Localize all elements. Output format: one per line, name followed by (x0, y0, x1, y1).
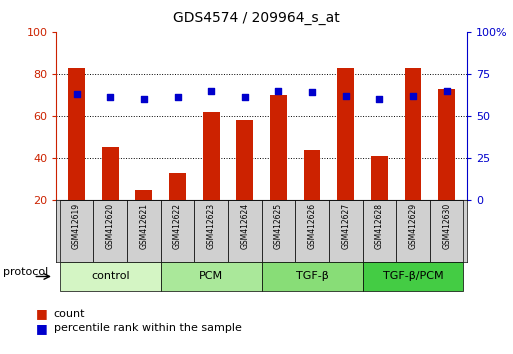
Text: GSM412626: GSM412626 (308, 203, 317, 249)
Bar (127, 200, 161, 262)
Bar (430, 200, 463, 262)
Bar (194, 200, 228, 262)
Bar (329, 200, 363, 262)
Bar (338, 68, 354, 200)
Text: GSM412624: GSM412624 (240, 203, 249, 249)
Bar (396, 200, 430, 262)
Text: GSM412619: GSM412619 (72, 203, 81, 249)
Text: GSM412628: GSM412628 (375, 203, 384, 249)
Text: percentile rank within the sample: percentile rank within the sample (54, 323, 242, 333)
Text: TGF-β: TGF-β (295, 272, 328, 281)
Text: GSM412625: GSM412625 (274, 203, 283, 249)
Point (308, 90, 316, 95)
Bar (228, 200, 262, 262)
Text: PCM: PCM (199, 272, 223, 281)
Point (342, 93, 350, 98)
Bar (203, 112, 220, 200)
Text: GSM412627: GSM412627 (341, 203, 350, 249)
Point (274, 88, 283, 93)
Bar (270, 95, 287, 200)
Bar (295, 200, 329, 262)
Text: ■: ■ (36, 308, 48, 320)
Text: ■: ■ (36, 322, 48, 335)
Text: TGF-β/PCM: TGF-β/PCM (383, 272, 443, 281)
Point (106, 95, 114, 100)
Text: count: count (54, 309, 85, 319)
Bar (161, 200, 194, 262)
Bar (135, 189, 152, 200)
Bar (363, 200, 396, 262)
Point (376, 96, 384, 102)
Bar (304, 149, 321, 200)
Text: GSM412629: GSM412629 (408, 203, 418, 249)
Text: GSM412630: GSM412630 (442, 203, 451, 249)
Bar (405, 68, 421, 200)
Text: GSM412620: GSM412620 (106, 203, 115, 249)
Text: GSM412623: GSM412623 (207, 203, 215, 249)
Point (409, 93, 417, 98)
Point (207, 88, 215, 93)
Bar (102, 148, 119, 200)
Text: control: control (91, 272, 130, 281)
Bar (68, 68, 85, 200)
Text: GSM412621: GSM412621 (140, 203, 148, 249)
Bar (438, 88, 455, 200)
Text: GDS4574 / 209964_s_at: GDS4574 / 209964_s_at (173, 11, 340, 25)
Bar (60, 200, 93, 262)
Point (173, 95, 182, 100)
Point (241, 95, 249, 100)
Text: protocol: protocol (3, 267, 48, 277)
Text: GSM412622: GSM412622 (173, 203, 182, 249)
Bar (169, 173, 186, 200)
Bar (262, 200, 295, 262)
Bar (93, 200, 127, 262)
Bar (371, 156, 388, 200)
Point (140, 96, 148, 102)
Bar (236, 120, 253, 200)
Point (72, 91, 81, 97)
Point (443, 88, 451, 93)
